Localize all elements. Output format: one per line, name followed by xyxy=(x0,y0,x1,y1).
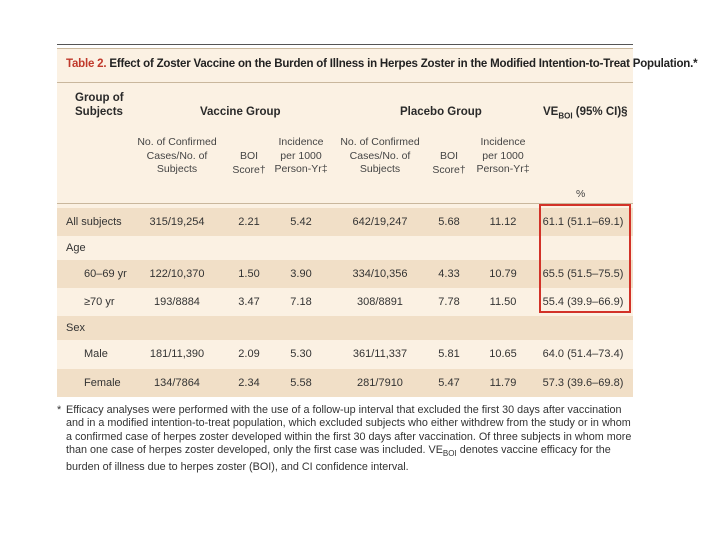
subheader-placebo-incidence: Incidence per 1000 Person-Yr‡ xyxy=(473,136,533,177)
header-group-line1: Group of xyxy=(75,92,124,104)
row-label: ≥70 yr xyxy=(84,296,115,308)
ve-boi-value: 61.1 (51.1–69.1) xyxy=(542,216,624,228)
vaccine-cases: 315/19,254 xyxy=(149,216,205,228)
placebo-boi: 4.33 xyxy=(438,268,460,280)
subheader-line: No. of Confirmed xyxy=(340,136,420,148)
table-row-age-60-69: 60–69 yr 122/10,370 1.50 3.90 334/10,356… xyxy=(57,260,633,288)
subheader-vaccine-cases: No. of Confirmed Cases/No. of Subjects xyxy=(136,136,218,177)
header-ve-tail: (95% CI)§ xyxy=(572,106,628,118)
subheader-placebo-boi: BOI Score† xyxy=(430,150,468,177)
subheader-line: No. of Confirmed xyxy=(137,136,217,148)
subheader-line: Subjects xyxy=(156,163,198,175)
header-ve-sub: BOI xyxy=(558,111,573,121)
table-row-all-subjects: All subjects 315/19,254 2.21 5.42 642/19… xyxy=(57,208,633,236)
vaccine-incidence: 3.90 xyxy=(290,268,312,280)
subheader-line: BOI xyxy=(439,150,459,162)
subheader-line: Incidence xyxy=(278,136,324,148)
row-label: All subjects xyxy=(66,216,122,228)
header-placebo-group: Placebo Group xyxy=(400,106,482,118)
placebo-cases: 361/11,337 xyxy=(352,348,408,360)
title-divider xyxy=(57,82,633,83)
subheader-line: Person-Yr‡ xyxy=(476,163,530,175)
percent-unit: % xyxy=(576,188,586,200)
subheader-line: Incidence xyxy=(480,136,526,148)
placebo-incidence: 11.79 xyxy=(489,377,517,389)
subheader-line: Cases/No. of xyxy=(146,149,208,162)
vaccine-incidence: 7.18 xyxy=(290,296,312,308)
placebo-cases: 642/19,247 xyxy=(352,216,408,228)
row-label: Female xyxy=(84,377,121,389)
vaccine-boi: 2.09 xyxy=(238,348,260,360)
subheader-placebo-cases: No. of Confirmed Cases/No. of Subjects xyxy=(339,136,421,177)
footnote-text: Efficacy analyses were performed with th… xyxy=(57,404,637,474)
table-title: Table 2. Effect of Zoster Vaccine on the… xyxy=(66,58,698,70)
row-label: Male xyxy=(84,348,108,360)
ve-boi-value: 57.3 (39.6–69.8) xyxy=(542,377,624,389)
subheader-line: BOI xyxy=(239,150,259,162)
section-label: Age xyxy=(66,242,86,254)
ve-boi-value: 55.4 (39.9–66.9) xyxy=(542,296,624,308)
top-rule xyxy=(57,44,633,45)
section-label: Sex xyxy=(66,322,85,334)
vaccine-boi: 2.34 xyxy=(238,377,260,389)
header-group-of-subjects: Group of Subjects xyxy=(75,91,124,119)
table-title-text: Effect of Zoster Vaccine on the Burden o… xyxy=(109,58,698,70)
placebo-incidence: 10.65 xyxy=(489,348,517,360)
subheader-line: Person-Yr‡ xyxy=(274,163,328,175)
placebo-boi: 5.68 xyxy=(438,216,460,228)
placebo-incidence: 10.79 xyxy=(489,268,517,280)
placebo-boi: 7.78 xyxy=(438,296,460,308)
header-divider xyxy=(57,203,633,204)
vaccine-boi: 2.21 xyxy=(238,216,260,228)
table-row-female: Female 134/7864 2.34 5.58 281/7910 5.47 … xyxy=(57,369,633,397)
header-group-line2: Subjects xyxy=(75,106,123,118)
placebo-incidence: 11.50 xyxy=(489,296,517,308)
vaccine-cases: 122/10,370 xyxy=(149,268,205,280)
table-number: Table 2. xyxy=(66,58,107,70)
subheader-vaccine-incidence: Incidence per 1000 Person-Yr‡ xyxy=(271,136,331,177)
footnote-text-before: Efficacy analyses were performed with th… xyxy=(66,404,632,457)
subheader-line: Subjects xyxy=(359,163,401,175)
footnote-marker: * xyxy=(57,404,62,416)
table-footnote: * Efficacy analyses were performed with … xyxy=(57,404,637,474)
header-ve-boi: VEBOI (95% CI)§ xyxy=(543,105,628,123)
vaccine-cases: 193/8884 xyxy=(154,296,200,308)
subheader-line: Cases/No. of xyxy=(349,149,411,162)
ve-boi-value: 65.5 (51.5–75.5) xyxy=(542,268,624,280)
header-vaccine-group: Vaccine Group xyxy=(200,106,281,118)
table-row-male: Male 181/11,390 2.09 5.30 361/11,337 5.8… xyxy=(57,340,633,369)
vaccine-cases: 181/11,390 xyxy=(149,348,205,360)
placebo-cases: 308/8891 xyxy=(357,296,403,308)
table-row-age-section: Age xyxy=(57,236,633,260)
placebo-boi: 5.47 xyxy=(438,377,460,389)
footnote-text-after: denotes vaccine efficacy for the burden … xyxy=(66,444,611,473)
vaccine-boi: 1.50 xyxy=(238,268,260,280)
ve-boi-value: 64.0 (51.4–73.4) xyxy=(542,348,624,360)
vaccine-cases: 134/7864 xyxy=(154,377,200,389)
header-ve-main: VE xyxy=(543,106,559,118)
vaccine-incidence: 5.42 xyxy=(290,216,312,228)
vaccine-incidence: 5.58 xyxy=(290,377,312,389)
placebo-incidence: 11.12 xyxy=(489,216,517,228)
subheader-vaccine-boi: BOI Score† xyxy=(229,150,269,177)
vaccine-boi: 3.47 xyxy=(238,296,260,308)
subheader-line: per 1000 xyxy=(482,149,524,162)
row-label: 60–69 yr xyxy=(84,268,127,280)
placebo-boi: 5.81 xyxy=(438,348,460,360)
placebo-cases: 334/10,356 xyxy=(352,268,408,280)
subheader-line: per 1000 xyxy=(280,149,322,162)
table-row-age-70-plus: ≥70 yr 193/8884 3.47 7.18 308/8891 7.78 … xyxy=(57,288,633,316)
placebo-cases: 281/7910 xyxy=(357,377,403,389)
table-panel: Table 2. Effect of Zoster Vaccine on the… xyxy=(57,48,698,397)
vaccine-incidence: 5.30 xyxy=(290,348,312,360)
footnote-text-sub: BOI xyxy=(442,449,457,459)
highlight-box xyxy=(539,204,631,313)
subheader-line: Score† xyxy=(432,163,466,176)
subheader-line: Score† xyxy=(232,163,266,176)
table-row-sex-section: Sex xyxy=(57,316,633,340)
